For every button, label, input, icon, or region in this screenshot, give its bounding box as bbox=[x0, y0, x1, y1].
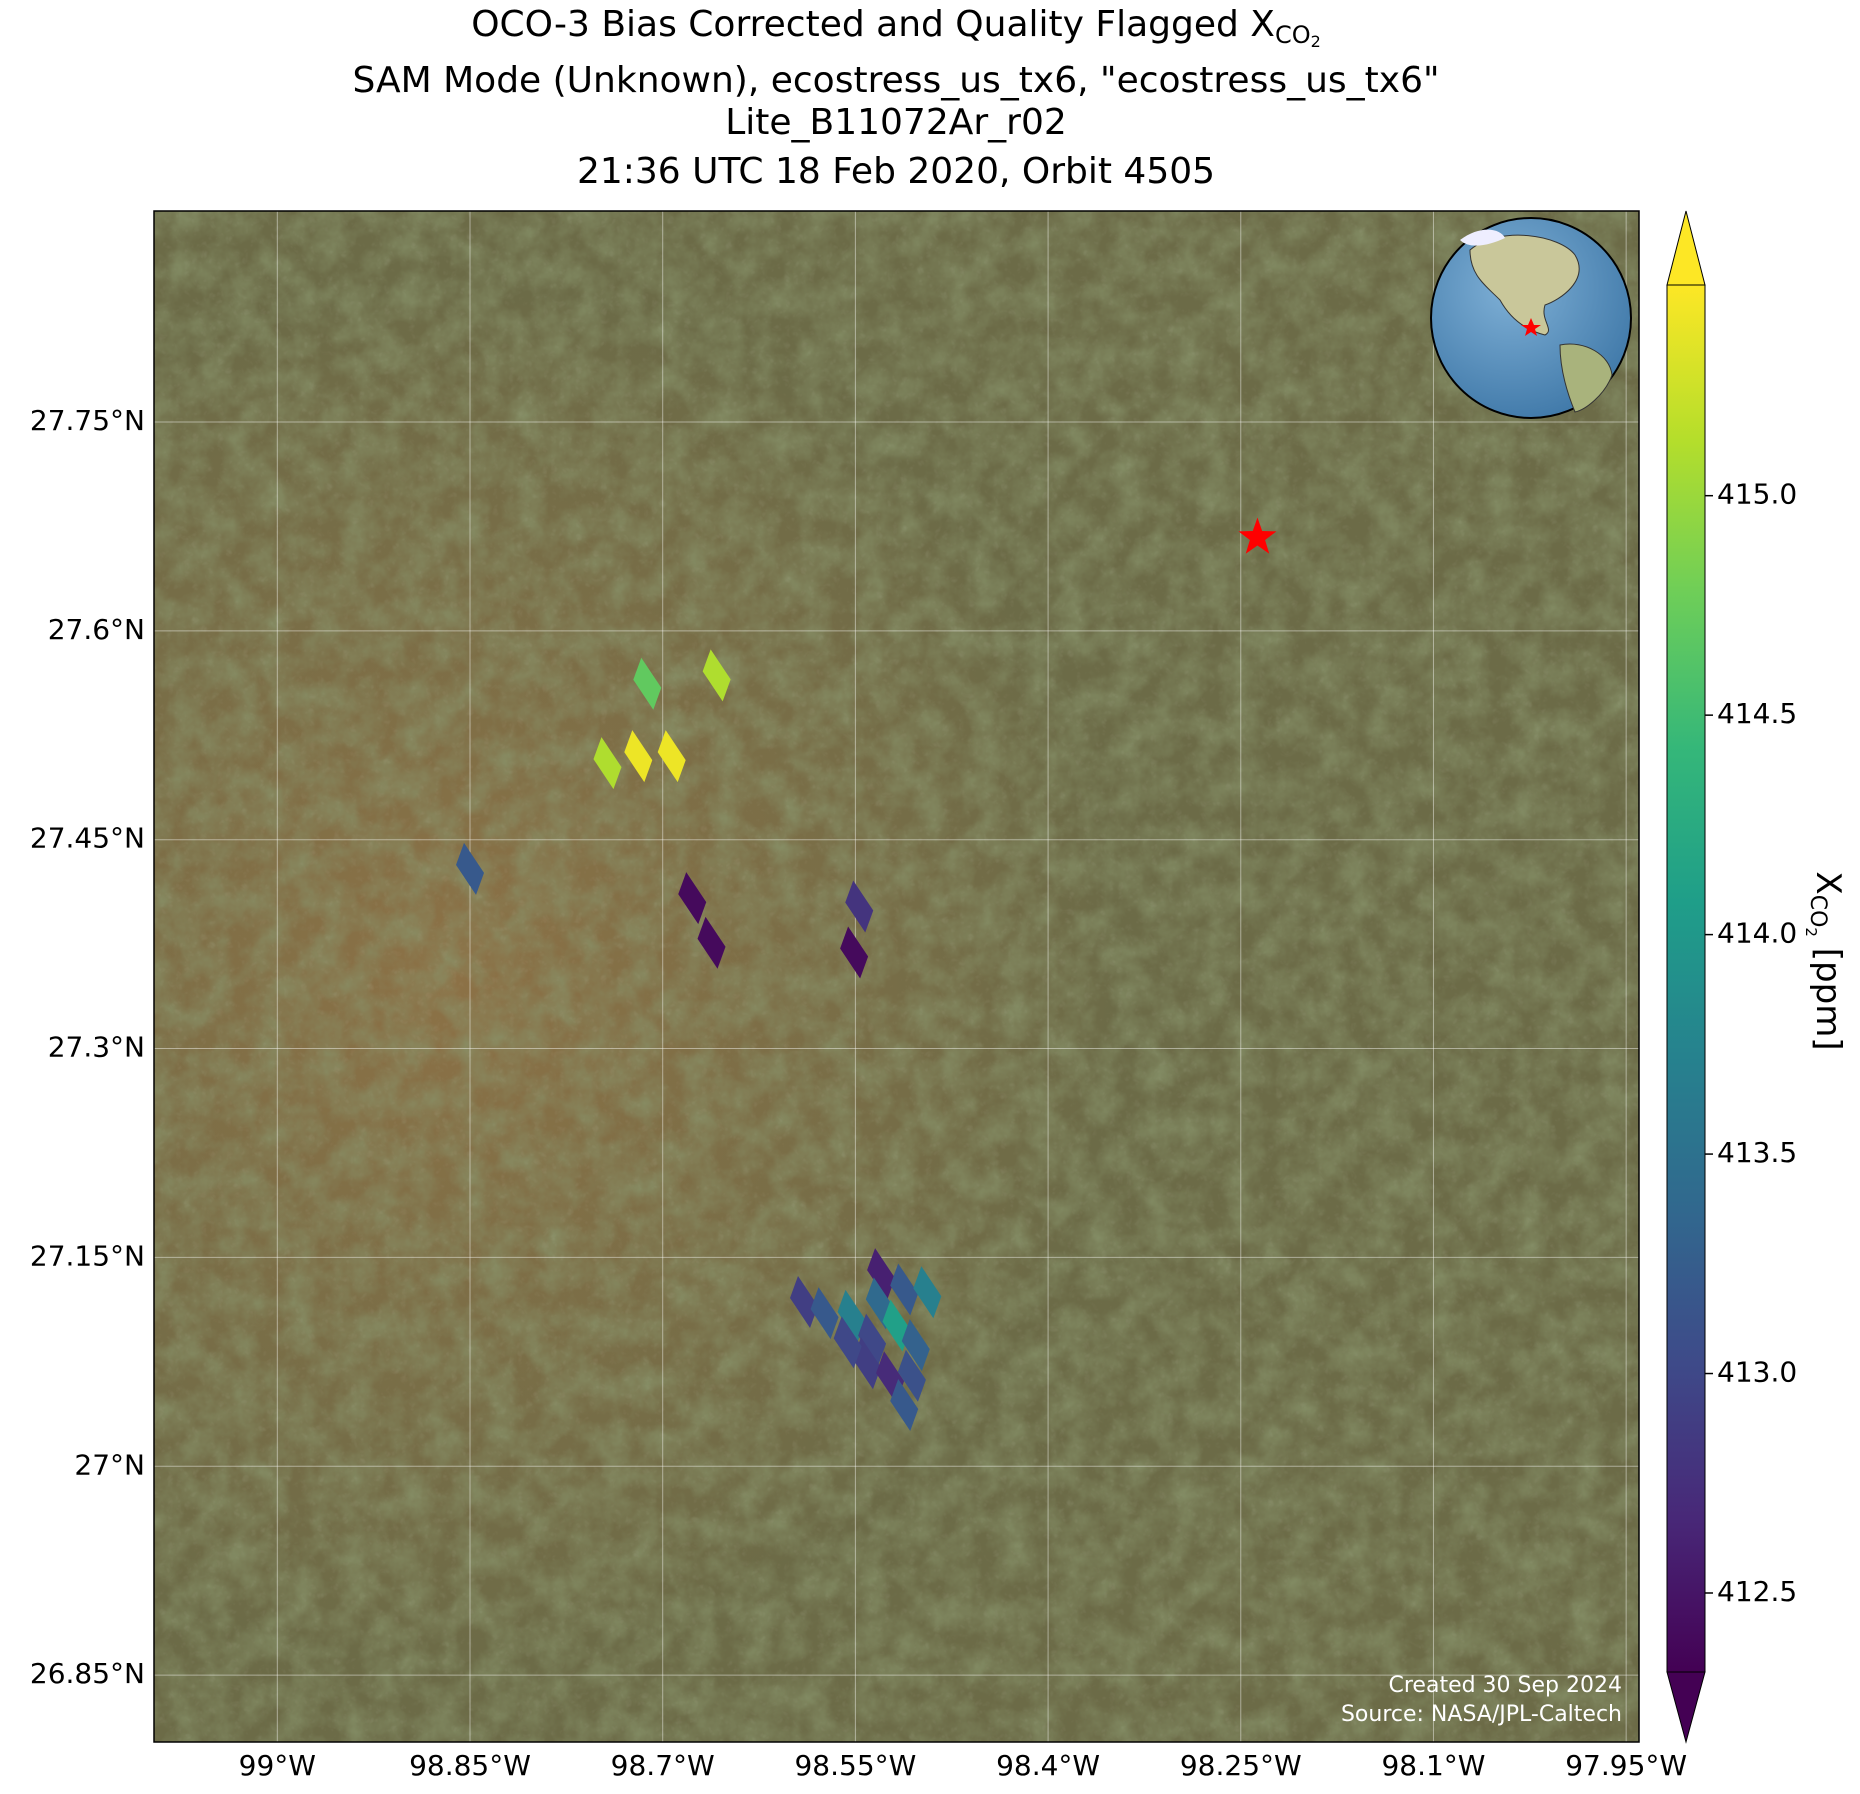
sounding bbox=[901, 1319, 930, 1372]
x-tick-label: 98.55°W bbox=[794, 1749, 916, 1782]
footer: Source: NASA/JPL-Caltech bbox=[1341, 1702, 1622, 1727]
grid bbox=[154, 211, 1639, 1742]
footer: Created 30 Sep 2024 bbox=[1389, 1673, 1623, 1698]
sounding bbox=[897, 1349, 926, 1402]
subtitle: SAM Mode (Unknown), ecostress_us_tx6, "e… bbox=[352, 60, 1439, 101]
x-tick-label: 98.25°W bbox=[1180, 1749, 1302, 1782]
colorbar-tick-label: 414.5 bbox=[1717, 697, 1797, 730]
sounding bbox=[858, 1313, 887, 1366]
x-tick-label: 98.7°W bbox=[611, 1749, 715, 1782]
sounding bbox=[657, 730, 686, 783]
sounding bbox=[890, 1379, 919, 1432]
colorbar-body bbox=[1666, 284, 1706, 1673]
x-tick-label: 98.85°W bbox=[409, 1749, 531, 1782]
y-tick-label: 27°N bbox=[74, 1448, 145, 1481]
sounding bbox=[697, 916, 726, 969]
sounding bbox=[845, 880, 874, 933]
x-tick-label: 99°W bbox=[239, 1749, 316, 1782]
subtitle: Lite_B11072Ar_r02 bbox=[725, 102, 1067, 143]
y-tick-label: 27.15°N bbox=[30, 1239, 145, 1272]
y-tick-label: 27.45°N bbox=[30, 822, 145, 855]
sounding bbox=[593, 737, 622, 790]
colorbar-extend-min bbox=[1666, 1671, 1706, 1744]
sounding bbox=[624, 730, 653, 783]
sounding bbox=[702, 649, 731, 702]
x-tick-label: 97.95°W bbox=[1565, 1749, 1687, 1782]
sounding bbox=[867, 1248, 896, 1301]
sounding bbox=[890, 1263, 919, 1316]
colorbar-tick-label: 413.5 bbox=[1717, 1136, 1797, 1169]
target-star bbox=[1238, 517, 1277, 554]
sounding bbox=[840, 926, 869, 979]
map-frame bbox=[153, 210, 1640, 1743]
soundings bbox=[456, 517, 1277, 1432]
inset-globe bbox=[1430, 217, 1632, 419]
sounding bbox=[678, 872, 707, 925]
colorbar-tick-label: 413.0 bbox=[1717, 1356, 1797, 1389]
colorbar-tick-label: 412.5 bbox=[1717, 1575, 1797, 1608]
sounding bbox=[913, 1266, 942, 1319]
sounding bbox=[633, 657, 662, 710]
title: OCO-3 Bias Corrected and Quality Flagged… bbox=[471, 4, 1321, 51]
y-tick-label: 26.85°N bbox=[30, 1657, 145, 1690]
x-tick-label: 98.1°W bbox=[1381, 1749, 1485, 1782]
sounding bbox=[810, 1287, 839, 1340]
y-tick-label: 27.6°N bbox=[48, 613, 145, 646]
x-tick-label: 98.4°W bbox=[996, 1749, 1100, 1782]
sounding bbox=[837, 1289, 866, 1342]
colorbar-extend-max bbox=[1666, 210, 1706, 286]
colorbar-tick-label: 415.0 bbox=[1717, 478, 1797, 511]
y-tick-label: 27.3°N bbox=[48, 1031, 145, 1064]
subtitle: 21:36 UTC 18 Feb 2020, Orbit 4505 bbox=[577, 151, 1215, 192]
y-tick-label: 27.75°N bbox=[30, 404, 145, 437]
colorbar-tick-label: 414.0 bbox=[1717, 917, 1797, 950]
sounding bbox=[456, 842, 485, 895]
basemap bbox=[154, 211, 1639, 1742]
sounding bbox=[833, 1316, 862, 1369]
colorbar: 412.5 413.0 413.5 414.0 414.5 415.0 bbox=[1666, 210, 1797, 1744]
sounding bbox=[790, 1275, 819, 1328]
colorbar-label: XCO2 [ppm] bbox=[1803, 871, 1849, 1050]
